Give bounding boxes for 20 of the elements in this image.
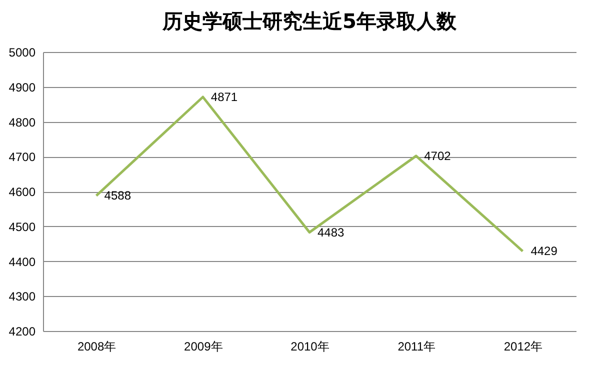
data-label: 4588: [104, 188, 132, 203]
data-label: 4483: [318, 225, 345, 240]
y-tick-label: 4400: [8, 254, 36, 269]
y-tick-label: 4700: [8, 150, 36, 164]
x-tick-label: 2009年: [184, 340, 223, 354]
data-label: 4702: [424, 148, 452, 163]
data-label: 4871: [210, 90, 238, 104]
y-tick-label: 4500: [8, 220, 36, 234]
chart-title: 历史学硕士研究生近5年录取人数: [162, 9, 458, 33]
y-tick-label: 4900: [8, 80, 36, 94]
y-tick-label: 5000: [8, 46, 36, 60]
y-tick-label: 4200: [8, 324, 36, 338]
data-label: 4429: [530, 244, 558, 258]
y-tick-label: 4300: [8, 290, 36, 304]
y-tick-label: 4600: [8, 185, 36, 199]
x-tick-label: 2012年: [504, 340, 543, 354]
y-tick-label: 4800: [8, 115, 36, 130]
x-tick-label: 2011年: [398, 340, 436, 354]
x-tick-label: 2010年: [290, 340, 330, 354]
x-tick-label: 2008年: [77, 340, 116, 354]
